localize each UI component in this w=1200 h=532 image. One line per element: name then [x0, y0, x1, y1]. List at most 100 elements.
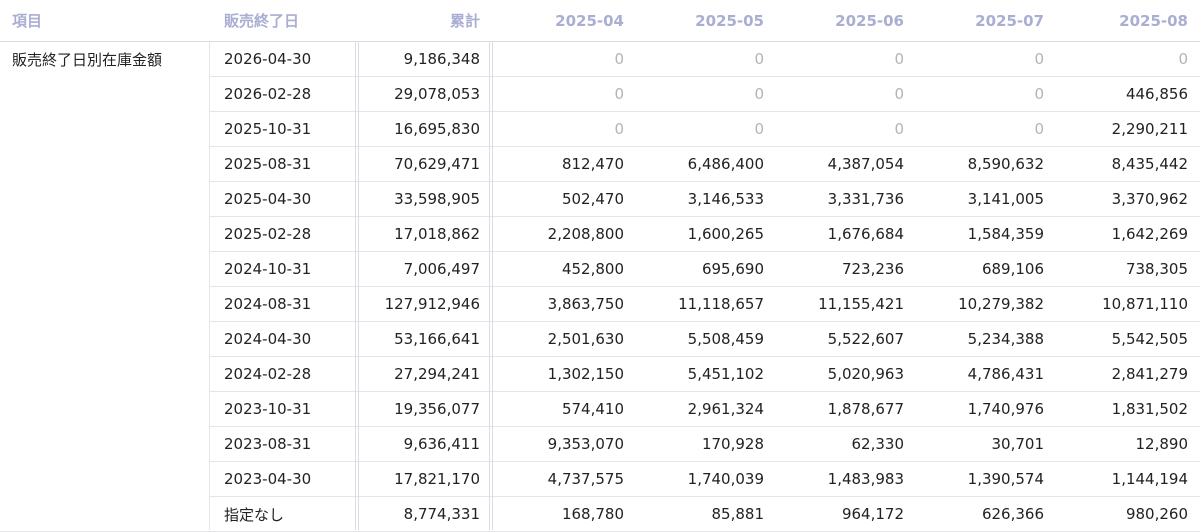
table-row: 販売終了日別在庫金額 2026-04-30 9,186,348 0 0 0 0 0 [0, 42, 1200, 77]
row-value-2025-05: 11,118,657 [678, 295, 764, 313]
row-end-date: 2026-02-28 [224, 85, 312, 103]
row-item-blank [0, 252, 210, 286]
row-value-2025-06: 0 [894, 85, 904, 103]
row-value-2025-08: 10,871,110 [1102, 295, 1188, 313]
row-value-2025-05: 170,928 [701, 435, 764, 453]
merged-cell-mask [0, 356, 209, 357]
row-value-2025-05: 0 [754, 50, 764, 68]
row-value-2025-08: 1,642,269 [1111, 225, 1188, 243]
column-header-2025-04[interactable]: 2025-04 [555, 11, 624, 30]
row-item-blank [0, 112, 210, 146]
row-end-date: 2025-04-30 [224, 190, 312, 208]
column-header-total[interactable]: 累計 [449, 12, 480, 30]
row-value-2025-06: 3,331,736 [827, 190, 904, 208]
row-value-2025-07: 1,390,574 [967, 470, 1044, 488]
row-end-date: 2026-04-30 [224, 50, 312, 68]
column-header-2025-05[interactable]: 2025-05 [695, 11, 764, 30]
row-item-label: 販売終了日別在庫金額 [12, 50, 163, 69]
row-value-2025-08: 446,856 [1125, 85, 1188, 103]
row-value-2025-05: 0 [754, 85, 764, 103]
merged-cell-mask [0, 181, 209, 182]
row-value-2025-07: 8,590,632 [967, 155, 1044, 173]
row-value-2025-04: 2,208,800 [547, 225, 624, 243]
row-total: 27,294,241 [394, 365, 480, 383]
row-value-2025-07: 30,701 [991, 435, 1045, 453]
row-total: 19,356,077 [394, 400, 480, 418]
row-value-2025-04: 1,302,150 [547, 365, 624, 383]
merged-cell-mask [0, 76, 209, 77]
table-row: 2025-02-28 17,018,862 2,208,800 1,600,265 1,… [0, 217, 1200, 252]
row-item-blank [0, 77, 210, 111]
row-value-2025-04: 9,353,070 [547, 435, 624, 453]
merged-cell-mask [0, 461, 209, 462]
row-value-2025-04: 502,470 [561, 190, 624, 208]
row-end-date: 2024-02-28 [224, 365, 312, 383]
row-value-2025-06: 0 [894, 120, 904, 138]
table-row: 2023-04-30 17,821,170 4,737,575 1,740,039 1,… [0, 462, 1200, 497]
row-total: 127,912,946 [384, 295, 480, 313]
column-header-2025-08[interactable]: 2025-08 [1119, 11, 1188, 30]
row-value-2025-06: 0 [894, 50, 904, 68]
column-header-end-date[interactable]: 販売終了日 [224, 12, 300, 30]
row-value-2025-07: 0 [1034, 50, 1044, 68]
row-value-2025-04: 0 [614, 120, 624, 138]
table-header-row: 項目 販売終了日 累計 2025-04 2025-05 2025-06 2025… [0, 0, 1200, 42]
row-value-2025-04: 0 [614, 50, 624, 68]
row-value-2025-04: 3,863,750 [547, 295, 624, 313]
row-value-2025-08: 0 [1178, 50, 1188, 68]
row-value-2025-06: 11,155,421 [818, 295, 904, 313]
row-value-2025-06: 723,236 [841, 260, 904, 278]
row-value-2025-04: 2,501,630 [547, 330, 624, 348]
row-end-date: 2023-04-30 [224, 470, 312, 488]
table-row: 2023-08-31 9,636,411 9,353,070 170,928 62,33… [0, 427, 1200, 462]
row-value-2025-06: 5,020,963 [827, 365, 904, 383]
row-total: 17,821,170 [394, 470, 480, 488]
row-value-2025-07: 0 [1034, 120, 1044, 138]
row-end-date: 2024-10-31 [224, 260, 312, 278]
row-total: 53,166,641 [394, 330, 480, 348]
row-value-2025-04: 0 [614, 85, 624, 103]
row-total: 29,078,053 [394, 85, 480, 103]
row-value-2025-07: 3,141,005 [967, 190, 1044, 208]
row-item-blank [0, 392, 210, 426]
merged-cell-mask [0, 146, 209, 147]
row-value-2025-08: 2,841,279 [1111, 365, 1188, 383]
row-total: 33,598,905 [394, 190, 480, 208]
column-header-2025-07[interactable]: 2025-07 [975, 11, 1044, 30]
row-value-2025-06: 1,878,677 [827, 400, 904, 418]
row-item-blank [0, 357, 210, 391]
row-end-date: 2025-10-31 [224, 120, 312, 138]
row-value-2025-08: 5,542,505 [1111, 330, 1188, 348]
row-value-2025-05: 695,690 [701, 260, 764, 278]
row-item-blank [0, 182, 210, 216]
row-total: 7,006,497 [403, 260, 480, 278]
row-value-2025-04: 4,737,575 [547, 470, 624, 488]
table-row: 指定なし 8,774,331 168,780 85,881 964,172 626,366… [0, 497, 1200, 532]
row-value-2025-05: 1,600,265 [687, 225, 764, 243]
row-value-2025-08: 8,435,442 [1111, 155, 1188, 173]
row-end-date: 2025-02-28 [224, 225, 312, 243]
row-end-date: 2023-08-31 [224, 435, 312, 453]
row-item-blank [0, 147, 210, 181]
row-end-date: 2024-04-30 [224, 330, 312, 348]
row-value-2025-07: 1,584,359 [967, 225, 1044, 243]
column-header-item[interactable]: 項目 [12, 12, 43, 30]
row-value-2025-05: 3,146,533 [687, 190, 764, 208]
row-end-date: 2024-08-31 [224, 295, 312, 313]
row-item-blank [0, 322, 210, 356]
row-value-2025-07: 0 [1034, 85, 1044, 103]
row-item-blank [0, 287, 210, 321]
row-value-2025-08: 12,890 [1135, 435, 1189, 453]
row-value-2025-05: 0 [754, 120, 764, 138]
row-value-2025-08: 2,290,211 [1111, 120, 1188, 138]
merged-cell-mask [0, 391, 209, 392]
row-value-2025-05: 1,740,039 [687, 470, 764, 488]
row-value-2025-08: 1,831,502 [1111, 400, 1188, 418]
row-value-2025-05: 6,486,400 [687, 155, 764, 173]
total-column-divider-left-inner [358, 42, 359, 530]
table-row: 2026-02-28 29,078,053 0 0 0 0 446,856 [0, 77, 1200, 112]
row-total: 9,636,411 [403, 435, 480, 453]
merged-cell-mask [0, 251, 209, 252]
table-row: 2025-08-31 70,629,471 812,470 6,486,400 4,38… [0, 147, 1200, 182]
column-header-2025-06[interactable]: 2025-06 [835, 11, 904, 30]
